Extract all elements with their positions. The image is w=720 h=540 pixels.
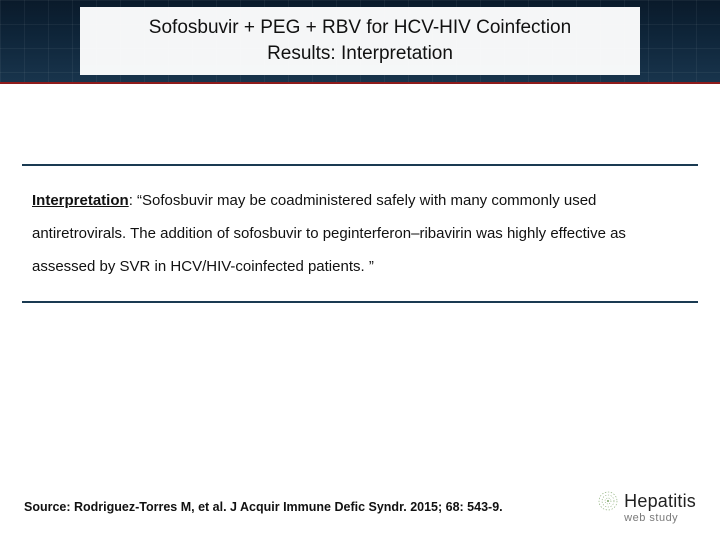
globe-icon (598, 491, 618, 511)
header-band: Sofosbuvir + PEG + RBV for HCV-HIV Coinf… (0, 0, 720, 84)
logo-title: Hepatitis (624, 491, 696, 512)
interpretation-label: Interpretation (32, 192, 129, 209)
title-line-2: Results: Interpretation (108, 41, 612, 67)
interpretation-box: Interpretation: “Sofosbuvir may be coadm… (22, 164, 698, 303)
logo-subtitle: web study (624, 512, 678, 524)
footer: Source: Rodriguez-Torres M, et al. J Acq… (0, 480, 720, 540)
hepatitis-logo: Hepatitis web study (598, 491, 696, 524)
interpretation-text: Interpretation: “Sofosbuvir may be coadm… (32, 184, 688, 283)
title-box: Sofosbuvir + PEG + RBV for HCV-HIV Coinf… (80, 7, 640, 74)
logo-row: Hepatitis (598, 491, 696, 512)
source-citation: Source: Rodriguez-Torres M, et al. J Acq… (24, 500, 503, 514)
title-line-1: Sofosbuvir + PEG + RBV for HCV-HIV Coinf… (108, 15, 612, 41)
